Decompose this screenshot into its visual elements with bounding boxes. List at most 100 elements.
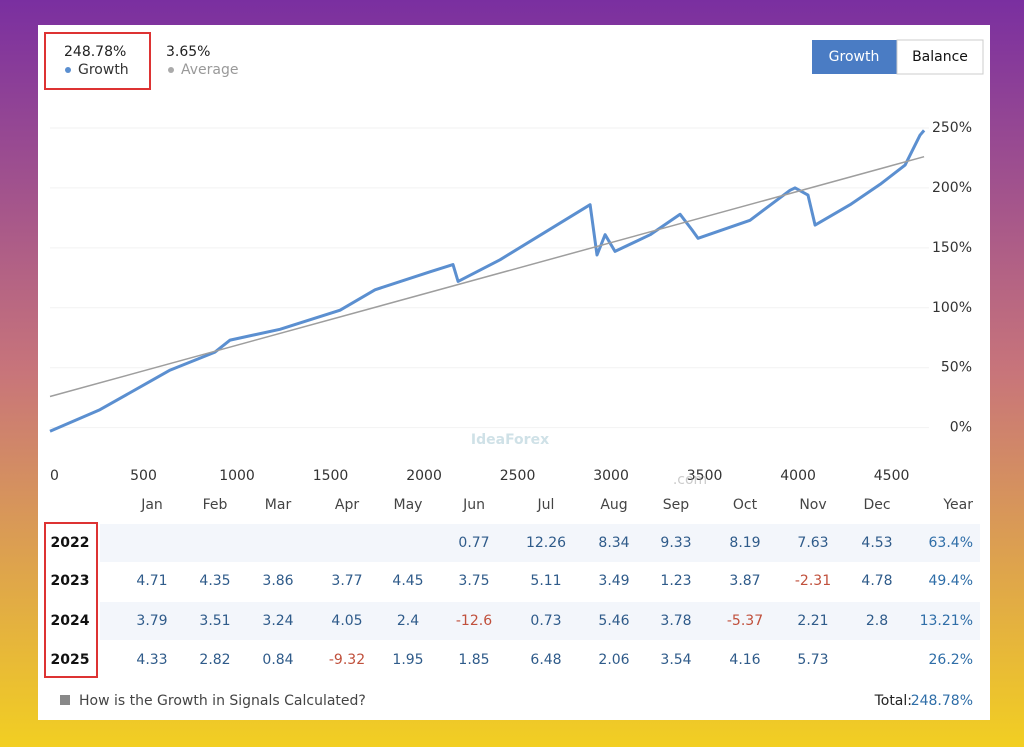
x-tick-label: 1000 [219, 468, 255, 484]
table: Jan Feb Mar Apr May Jun Jul Aug Sep Oct Nov Dec Year… [51, 497, 980, 668]
stat-label: Average [181, 62, 239, 78]
column-header: Sep [663, 497, 690, 513]
column-header: Feb [203, 497, 228, 513]
cell: -5.37 [727, 613, 763, 629]
y-tick-label: 50% [941, 360, 972, 376]
cell: -9.32 [329, 652, 365, 668]
row-total: 63.4% [929, 535, 973, 551]
cell: 3.51 [199, 613, 230, 629]
cell: 2.8 [866, 613, 888, 629]
row-year: 2022 [51, 535, 90, 551]
cell: 4.53 [861, 535, 892, 551]
cell: 8.34 [598, 535, 629, 551]
cell: 4.33 [136, 652, 167, 668]
cell: 1.23 [660, 573, 691, 589]
cell: 1.95 [392, 652, 423, 668]
x-tick-label: 0 [50, 468, 59, 484]
column-header: Apr [335, 497, 359, 513]
trend-line [49, 155, 925, 398]
cell: 8.19 [729, 535, 760, 551]
legend-dot [65, 67, 71, 73]
stat-value: 3.65% [166, 44, 210, 60]
cell: 3.86 [262, 573, 293, 589]
column-header: Oct [733, 497, 758, 513]
tab-label[interactable]: Growth [829, 49, 880, 65]
x-tick-label: 3500 [687, 468, 723, 484]
cell: 3.54 [660, 652, 691, 668]
watermark-sub: .com [673, 472, 707, 488]
help-icon [60, 695, 70, 705]
row-total: 49.4% [929, 573, 973, 589]
cell: 0.84 [262, 652, 293, 668]
watermark: IdeaForex [471, 432, 549, 448]
cell: 12.26 [526, 535, 566, 551]
row-total: 13.21% [920, 613, 973, 629]
cell: 2.21 [797, 613, 828, 629]
x-tick-label: 4000 [780, 468, 816, 484]
column-header: May [394, 497, 423, 513]
cell: 0.73 [530, 613, 561, 629]
column-header: Nov [799, 497, 826, 513]
cell: 3.49 [598, 573, 629, 589]
column-header: Jun [462, 497, 485, 513]
cell: 4.05 [331, 613, 362, 629]
column-header: Jul [537, 497, 555, 513]
cell: 4.35 [199, 573, 230, 589]
column-header: Jan [140, 497, 163, 513]
column-header: Dec [863, 497, 890, 513]
row-year: 2025 [51, 652, 90, 668]
x-tick-label: 1500 [313, 468, 349, 484]
tab-label[interactable]: Balance [912, 49, 968, 65]
cell: 4.71 [136, 573, 167, 589]
tab-active[interactable] [812, 40, 897, 74]
cell: 3.78 [660, 613, 691, 629]
cell: 7.63 [797, 535, 828, 551]
x-tick-label: 4500 [874, 468, 910, 484]
help-link[interactable]: How is the Growth in Signals Calculated? [79, 693, 366, 709]
cell: 3.79 [136, 613, 167, 629]
x-tick-label: 3000 [593, 468, 629, 484]
total-value: 248.78% [911, 693, 973, 709]
chart: 0% 50% 100% 150% 200% 250% 0 500 1000 1500 2000 250… [49, 120, 972, 484]
tab[interactable] [896, 39, 984, 75]
row-stripe [100, 602, 980, 640]
cell: 5.73 [797, 652, 828, 668]
cell: 5.46 [598, 613, 629, 629]
total-label: Total: [874, 693, 912, 709]
cell: 1.85 [458, 652, 489, 668]
highlight-box [44, 32, 151, 90]
cell: 5.11 [530, 573, 561, 589]
cell: 3.77 [331, 573, 362, 589]
legend-dot [168, 67, 174, 73]
cell: 6.48 [530, 652, 561, 668]
cell: 2.4 [397, 613, 419, 629]
column-header: Aug [600, 497, 627, 513]
y-tick-label: 250% [932, 120, 972, 136]
x-tick-label: 2000 [406, 468, 442, 484]
y-tick-label: 0% [950, 420, 972, 436]
stat-value: 248.78% [64, 44, 126, 60]
y-tick-label: 100% [932, 300, 972, 316]
row-stripe [100, 524, 980, 562]
row-year: 2023 [51, 573, 90, 589]
cell: 3.75 [458, 573, 489, 589]
row-total: 26.2% [929, 652, 973, 668]
cell: 9.33 [660, 535, 691, 551]
y-tick-label: 200% [932, 180, 972, 196]
row-year: 2024 [51, 613, 90, 629]
cell: 0.77 [458, 535, 489, 551]
cell: 2.06 [598, 652, 629, 668]
cell: 4.16 [729, 652, 760, 668]
cell: -12.6 [456, 613, 492, 629]
cell: 4.45 [392, 573, 423, 589]
cell: 4.78 [861, 573, 892, 589]
cell: 2.82 [199, 652, 230, 668]
stat-label: Growth [78, 62, 129, 78]
x-tick-label: 2500 [500, 468, 536, 484]
x-tick-label: 500 [130, 468, 157, 484]
highlight-box [44, 522, 98, 678]
column-header: Mar [265, 497, 292, 513]
y-tick-label: 150% [932, 240, 972, 256]
cell: 3.87 [729, 573, 760, 589]
